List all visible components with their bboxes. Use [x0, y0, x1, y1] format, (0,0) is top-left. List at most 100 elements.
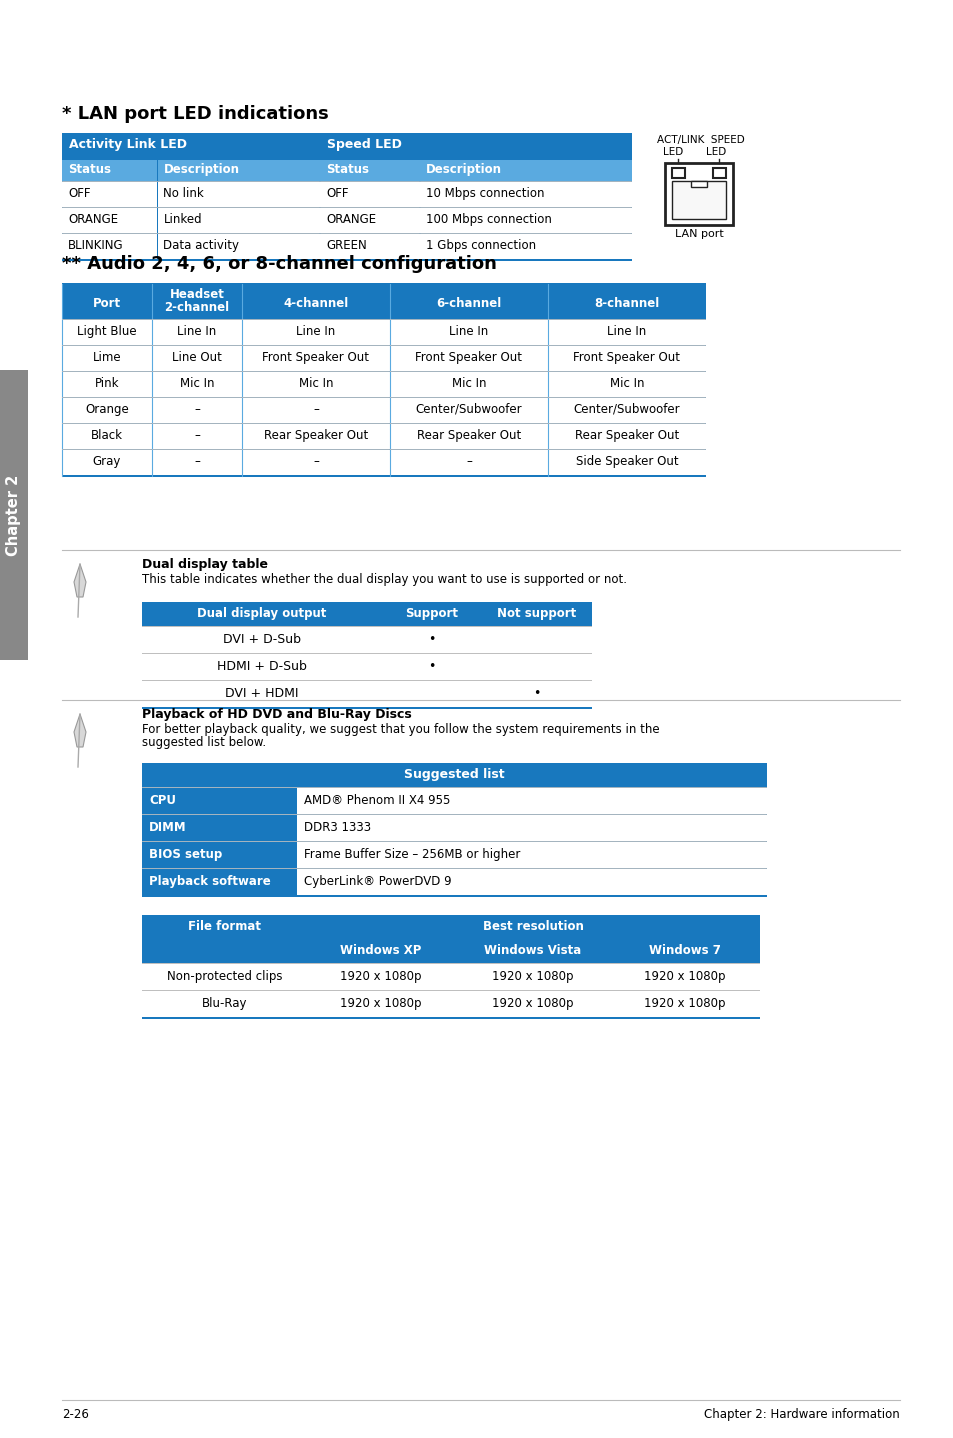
Text: –: – — [466, 454, 472, 467]
Bar — [297, 814, 766, 841]
Text: LAN port: LAN port — [674, 229, 722, 239]
Text: Dual display table: Dual display table — [142, 558, 268, 571]
Bar — [142, 916, 760, 939]
Text: Front Speaker Out: Front Speaker Out — [262, 351, 369, 364]
Bar — [390, 319, 547, 345]
Text: Rear Speaker Out: Rear Speaker Out — [264, 429, 368, 441]
Text: OFF: OFF — [68, 187, 91, 200]
Text: 8-channel: 8-channel — [594, 298, 659, 311]
Bar — [142, 814, 296, 841]
Text: suggested list below.: suggested list below. — [142, 736, 266, 749]
Bar — [242, 283, 390, 319]
Bar — [142, 841, 296, 869]
Text: Center/Subwoofer: Center/Subwoofer — [573, 403, 679, 416]
Bar — [420, 233, 631, 259]
Bar — [242, 424, 390, 449]
Bar — [242, 345, 390, 371]
Bar — [455, 939, 609, 963]
Text: Linked: Linked — [163, 213, 202, 226]
Bar — [320, 233, 419, 259]
Text: ORANGE: ORANGE — [326, 213, 375, 226]
Bar — [382, 680, 481, 707]
Bar — [320, 160, 419, 181]
Bar — [712, 168, 725, 178]
Bar — [390, 397, 547, 423]
Text: 2-channel: 2-channel — [164, 301, 230, 313]
Bar — [482, 603, 592, 626]
Bar — [455, 963, 609, 989]
Text: Line Out: Line Out — [172, 351, 222, 364]
Text: Data activity: Data activity — [163, 239, 239, 252]
Bar — [142, 627, 381, 653]
Text: •: • — [428, 633, 436, 646]
Text: Mic In: Mic In — [609, 377, 643, 390]
Bar — [142, 603, 592, 709]
Text: 10 Mbps connection: 10 Mbps connection — [425, 187, 544, 200]
Bar — [158, 207, 319, 233]
Bar — [142, 764, 766, 897]
Text: CPU: CPU — [149, 794, 175, 807]
Bar — [63, 207, 157, 233]
Bar — [548, 371, 705, 397]
Text: Pink: Pink — [94, 377, 119, 390]
Text: 6-channel: 6-channel — [436, 298, 501, 311]
Bar — [420, 160, 631, 181]
Bar — [482, 627, 592, 653]
Text: Line In: Line In — [607, 325, 646, 338]
Text: 100 Mbps connection: 100 Mbps connection — [425, 213, 551, 226]
Bar — [390, 424, 547, 449]
Bar — [63, 134, 319, 160]
Polygon shape — [74, 715, 86, 746]
Text: –: – — [193, 454, 200, 467]
Text: GREEN: GREEN — [326, 239, 366, 252]
Text: Line In: Line In — [296, 325, 335, 338]
Text: Windows 7: Windows 7 — [648, 943, 720, 958]
Bar — [242, 319, 390, 345]
Text: Front Speaker Out: Front Speaker Out — [416, 351, 522, 364]
Text: 1920 x 1080p: 1920 x 1080p — [340, 997, 421, 1009]
Text: For better playback quality, we suggest that you follow the system requirements : For better playback quality, we suggest … — [142, 723, 659, 736]
Text: –: – — [193, 403, 200, 416]
Text: Frame Buffer Size – 256MB or higher: Frame Buffer Size – 256MB or higher — [304, 848, 519, 861]
Bar — [142, 603, 381, 626]
Text: Not support: Not support — [497, 607, 576, 620]
Bar — [242, 397, 390, 423]
Bar — [63, 424, 152, 449]
Bar — [548, 424, 705, 449]
Text: Blu-Ray: Blu-Ray — [201, 997, 247, 1009]
Bar — [420, 207, 631, 233]
Text: Description: Description — [425, 162, 501, 175]
Bar — [671, 181, 725, 219]
Text: Status: Status — [326, 162, 369, 175]
Bar — [142, 915, 760, 1020]
Bar — [297, 788, 766, 814]
Bar — [142, 939, 307, 963]
Text: Lime: Lime — [92, 351, 121, 364]
Bar — [610, 963, 760, 989]
Text: 1920 x 1080p: 1920 x 1080p — [491, 971, 573, 984]
Bar — [382, 627, 481, 653]
Bar — [0, 370, 28, 660]
Bar — [382, 653, 481, 680]
Bar — [548, 283, 705, 319]
Bar — [482, 680, 592, 707]
Bar — [158, 233, 319, 259]
Bar — [390, 450, 547, 475]
Bar — [152, 319, 242, 345]
Bar — [320, 207, 419, 233]
Text: Line In: Line In — [449, 325, 488, 338]
Text: * LAN port LED indications: * LAN port LED indications — [62, 105, 329, 124]
Text: Non-protected clips: Non-protected clips — [167, 971, 282, 984]
Text: Front Speaker Out: Front Speaker Out — [573, 351, 679, 364]
Text: CyberLink® PowerDVD 9: CyberLink® PowerDVD 9 — [304, 874, 451, 889]
Bar — [63, 397, 152, 423]
Bar — [142, 653, 381, 680]
Bar — [390, 283, 547, 319]
Text: Line In: Line In — [177, 325, 216, 338]
Text: LED       LED: LED LED — [662, 147, 725, 157]
Bar — [62, 132, 631, 262]
Text: 4-channel: 4-channel — [283, 298, 348, 311]
Text: OFF: OFF — [326, 187, 348, 200]
Text: Gray: Gray — [92, 454, 121, 467]
Bar — [297, 841, 766, 869]
